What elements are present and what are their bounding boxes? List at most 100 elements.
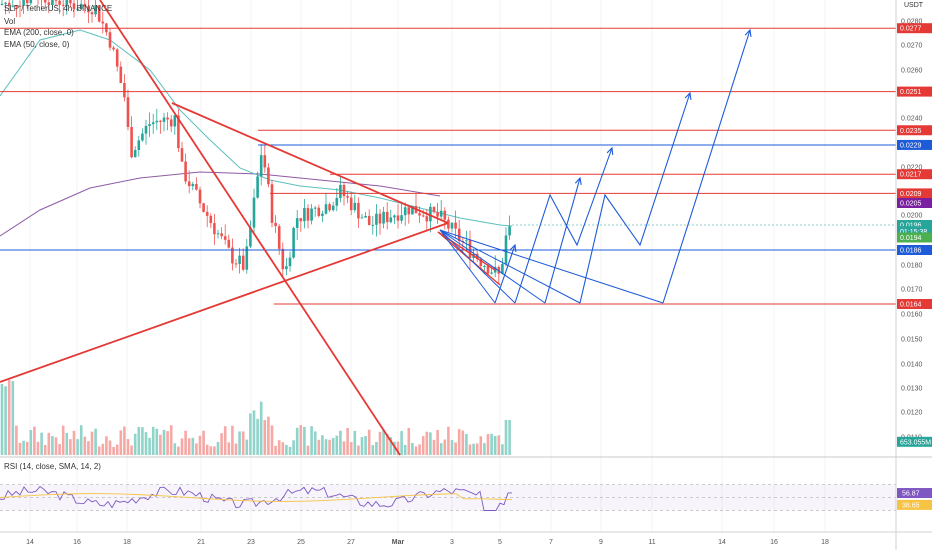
candle-body [303,207,306,222]
time-tick-label: 18 [821,539,829,546]
candle-body [483,265,486,267]
volume-bar [187,438,191,455]
volume-bar [313,431,317,455]
candle-body [439,210,443,217]
candle-body [223,236,227,240]
candle-body [371,224,375,226]
price-tick-label: 0.0150 [901,337,923,344]
price-tag-label: 653.055M [900,439,931,446]
volume-bar [457,429,461,455]
candle-body [51,0,54,6]
rsi-line [0,485,512,511]
volume-bar [216,441,220,455]
candle-body [133,150,137,158]
candle-body [252,197,256,228]
volume-bar [87,441,90,455]
candle-body [249,227,252,247]
volume-bar [256,418,259,455]
volume-bar [205,444,209,455]
candle-body [277,226,281,249]
volume-bar [58,444,61,455]
rsi-tag-label: 38.65 [902,502,920,509]
projection-arrowhead [684,91,692,101]
rsi-legend[interactable]: RSI (14, close, SMA, 14, 2) [4,462,101,471]
candle-body [11,5,15,7]
volume-bar [155,428,159,455]
volume-bar [137,427,141,455]
volume-bar [159,434,162,455]
volume-bar [479,436,483,455]
legend-ema200[interactable]: EMA (200, close, 0) [4,28,74,37]
price-tag [897,198,932,208]
candle-body [256,176,259,198]
volume-bar [468,444,472,455]
volume-bar [112,446,115,455]
volume-bar [101,443,105,455]
volume-bar [382,429,385,455]
level-tag-label: 0.0229 [900,142,922,149]
candle-body [97,5,101,22]
candle-body [87,6,90,13]
time-tick-label: 27 [347,539,355,546]
candle-body [191,184,195,187]
volume-bar [144,432,148,455]
candle-body [18,5,22,7]
legend-vol[interactable]: Vol [4,17,16,26]
volume-bar [375,441,378,455]
projection-zigzag [514,147,613,304]
candle-body [465,240,468,242]
volume-bar [454,442,457,455]
projection-path [439,28,752,304]
volume-bar [25,441,29,455]
legend-ema50[interactable]: EMA (50, close, 0) [4,40,70,49]
chart-grid [29,0,826,532]
candle-body [403,207,407,216]
candle-body [364,215,367,218]
volume-bar [22,440,25,455]
candle-body [0,3,4,5]
candle-body [367,215,371,226]
time-tick-label: 16 [770,539,778,546]
candle-body [281,248,285,270]
candle-body [501,263,504,274]
volume-bar [371,445,375,455]
candle-body [263,155,267,168]
candle-body [346,196,349,198]
volume-bar [43,445,47,455]
candle-body [443,210,447,220]
level-tag-label: 0.0186 [900,248,922,255]
rsi-tag-label: 56.87 [902,491,920,498]
volume-bar [267,416,270,455]
volume-bar [324,439,328,455]
fan-line [439,229,496,304]
volume-bar [191,437,195,455]
time-tick-label: 5 [498,539,502,546]
volume-bar [72,430,76,455]
candle-body [299,218,303,222]
candle-body [342,184,346,197]
time-tick-label: 14 [718,539,726,546]
candle-body [7,2,11,6]
candle-body [331,205,335,211]
price-tick-label: 0.0160 [901,312,923,319]
volume-bar [439,443,443,455]
price-tick-label: 0.0130 [901,386,923,393]
level-tag-label: 0.0251 [900,89,922,96]
volume-bar [4,386,7,455]
candle-body [508,226,511,236]
candle-body [267,167,270,185]
volume-bar [277,440,281,455]
candle-body [151,122,155,125]
volume-bar [162,429,166,455]
price-tag [897,226,932,237]
time-tick-label: 16 [73,539,81,546]
volume-bar [119,430,123,455]
price-tag [897,436,932,447]
volume-bar [259,401,263,455]
horizontal-levels [0,27,896,305]
legend-symbol[interactable]: SLP / TetherUS, 4h, BINANCE [4,4,113,13]
candle-body [450,222,454,229]
volume-bar [299,425,303,455]
level-tag [897,188,932,199]
